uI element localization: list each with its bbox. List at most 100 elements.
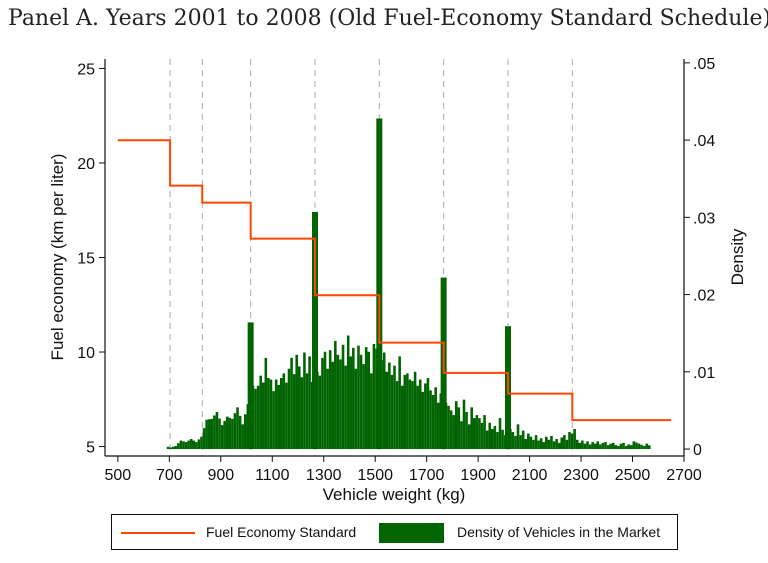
x-tick-label: 500 — [105, 467, 132, 484]
fuel-economy-standard-line — [117, 139, 672, 422]
density-bar — [452, 415, 455, 450]
density-bar — [485, 430, 489, 450]
density-bar — [560, 437, 564, 450]
density-bar — [341, 344, 345, 450]
density-bar — [609, 443, 612, 450]
density-bar — [583, 443, 587, 450]
density-bar — [475, 415, 479, 450]
density-bar — [552, 441, 556, 450]
density-bar — [367, 351, 371, 450]
density-bars — [166, 118, 651, 450]
density-bar — [370, 373, 373, 450]
y-left-tick-label: 10 — [77, 345, 95, 362]
density-bar — [171, 446, 175, 450]
density-bar — [174, 445, 178, 450]
density-bar — [460, 421, 463, 450]
chart-title: Panel A. Years 2001 to 2008 (Old Fuel-Ec… — [8, 6, 768, 31]
density-bar — [228, 417, 232, 450]
density-bar — [629, 445, 633, 450]
y-left-tick-label: 20 — [77, 156, 95, 173]
density-bar — [622, 442, 625, 450]
density-bar — [259, 375, 262, 450]
density-bar — [238, 415, 242, 450]
density-bar — [184, 442, 188, 450]
density-bar — [236, 407, 239, 450]
density-bar — [557, 442, 561, 450]
density-bar — [305, 373, 309, 450]
x-tick-label: 2300 — [563, 467, 599, 484]
density-bar — [413, 371, 417, 450]
density-bar — [637, 443, 641, 450]
density-bar — [220, 425, 224, 450]
x-tick-label: 900 — [207, 467, 234, 484]
density-bar — [411, 381, 414, 450]
density-bar — [395, 381, 399, 450]
density-bar — [364, 347, 368, 450]
density-bar — [207, 419, 211, 450]
density-bar — [611, 442, 615, 450]
density-bar — [323, 351, 327, 450]
density-bar — [619, 443, 623, 450]
density-bar — [429, 390, 432, 450]
y-right-axis-label: Density — [728, 228, 747, 285]
density-bar — [303, 352, 306, 450]
density-bar — [321, 357, 324, 450]
density-bar — [406, 373, 409, 450]
density-bar — [326, 368, 329, 450]
density-bar — [205, 419, 208, 450]
density-bar — [632, 441, 636, 450]
density-bar — [449, 410, 453, 450]
density-bar — [424, 383, 427, 450]
density-bar — [318, 375, 322, 450]
y-right-tick-label: .05 — [693, 56, 715, 73]
density-bar — [617, 445, 620, 450]
density-bar — [568, 432, 571, 450]
density-bar — [359, 354, 363, 450]
density-bar — [491, 428, 494, 450]
density-bar — [575, 439, 579, 450]
density-bar — [457, 407, 461, 450]
x-tick-label: 2100 — [512, 467, 548, 484]
density-bar — [300, 377, 304, 450]
density-bar — [519, 435, 522, 450]
x-tick-label: 1500 — [357, 467, 393, 484]
density-bar — [521, 430, 525, 450]
density-bar — [516, 424, 520, 450]
density-bar — [285, 382, 288, 450]
x-tick-label: 1300 — [306, 467, 342, 484]
density-bar — [431, 394, 435, 450]
density-bar — [292, 374, 296, 450]
density-bar — [416, 385, 419, 450]
density-bar — [488, 422, 491, 450]
density-bar — [581, 440, 584, 450]
density-bar — [223, 420, 226, 450]
density-bar — [563, 435, 566, 450]
density-bar — [349, 356, 353, 450]
density-bar — [189, 439, 193, 450]
density-bar — [213, 415, 216, 450]
density-bar — [498, 418, 502, 450]
density-bar — [243, 414, 247, 450]
density-bar — [434, 387, 437, 450]
density-bar — [336, 354, 340, 450]
legend-swatch-bar — [379, 523, 444, 543]
density-bar — [524, 439, 528, 450]
density-bar — [388, 362, 391, 450]
density-bar — [529, 436, 533, 450]
y-left-axis-ticks: 5 10 15 20 25 — [77, 61, 105, 457]
density-bar — [501, 429, 504, 450]
density-bar — [264, 357, 268, 450]
density-bar — [496, 432, 499, 450]
density-bar — [362, 364, 365, 450]
y-left-tick-label: 25 — [77, 61, 95, 78]
density-bar — [279, 377, 283, 450]
density-bar — [400, 385, 404, 450]
density-bar — [550, 435, 553, 450]
x-tick-label: 1100 — [255, 467, 290, 484]
legend-label-standard: Fuel Economy Standard — [206, 524, 357, 540]
density-bar — [467, 424, 471, 450]
density-bar — [606, 445, 610, 450]
density-bar — [398, 356, 401, 450]
density-bar — [645, 443, 648, 450]
